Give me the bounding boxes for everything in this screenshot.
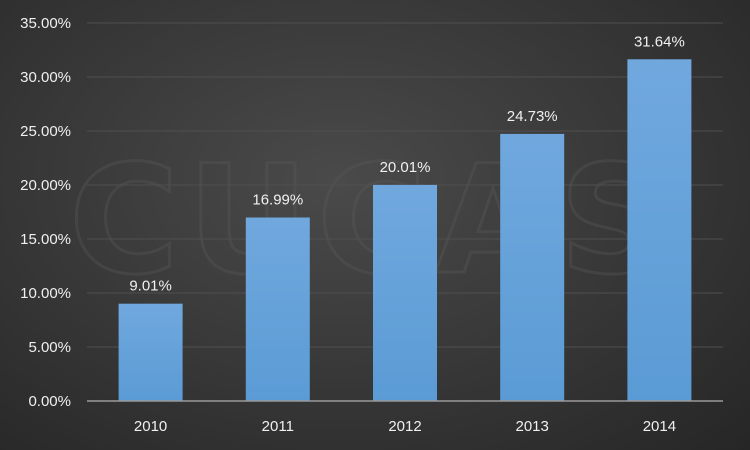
x-tick-label-2011: 2011 bbox=[262, 418, 294, 435]
y-tick-label: 10.00% bbox=[20, 285, 71, 302]
y-tick-label: 30.00% bbox=[20, 69, 71, 86]
y-tick-label: 20.00% bbox=[20, 177, 71, 194]
bars bbox=[118, 59, 692, 402]
data-label-2010: 9.01% bbox=[129, 278, 172, 295]
bar-2013 bbox=[500, 133, 565, 401]
y-tick-label: 15.00% bbox=[20, 231, 71, 248]
data-label-2014: 31.64% bbox=[634, 33, 685, 50]
x-tick-label-2012: 2012 bbox=[388, 418, 421, 435]
y-tick-label: 35.00% bbox=[20, 15, 71, 32]
y-axis: 0.00% 5.00% 10.00% 15.00% 20.00% 25.00% 30.00%… bbox=[20, 15, 71, 410]
bar-2011 bbox=[245, 217, 310, 401]
y-tick-label: 0.00% bbox=[28, 393, 71, 410]
x-tick-label-2010: 2010 bbox=[134, 418, 167, 435]
y-tick-label: 5.00% bbox=[28, 339, 71, 356]
watermark-logo: CUCAS bbox=[69, 134, 675, 308]
data-label-2011: 16.99% bbox=[252, 192, 303, 209]
x-tick-label-2014: 2014 bbox=[643, 418, 676, 435]
data-labels: 9.01% 16.99% 20.01% 24.73% 31.64% bbox=[129, 33, 685, 294]
x-tick-label-2013: 2013 bbox=[516, 418, 549, 435]
bar-2014 bbox=[627, 59, 692, 402]
data-label-2013: 24.73% bbox=[507, 108, 558, 125]
data-label-2012: 20.01% bbox=[380, 159, 431, 176]
y-tick-label: 25.00% bbox=[20, 123, 71, 140]
bar-2010 bbox=[118, 303, 183, 401]
bar-2012 bbox=[373, 184, 437, 401]
x-axis: 2010 2011 2012 2013 2014 bbox=[87, 400, 723, 435]
